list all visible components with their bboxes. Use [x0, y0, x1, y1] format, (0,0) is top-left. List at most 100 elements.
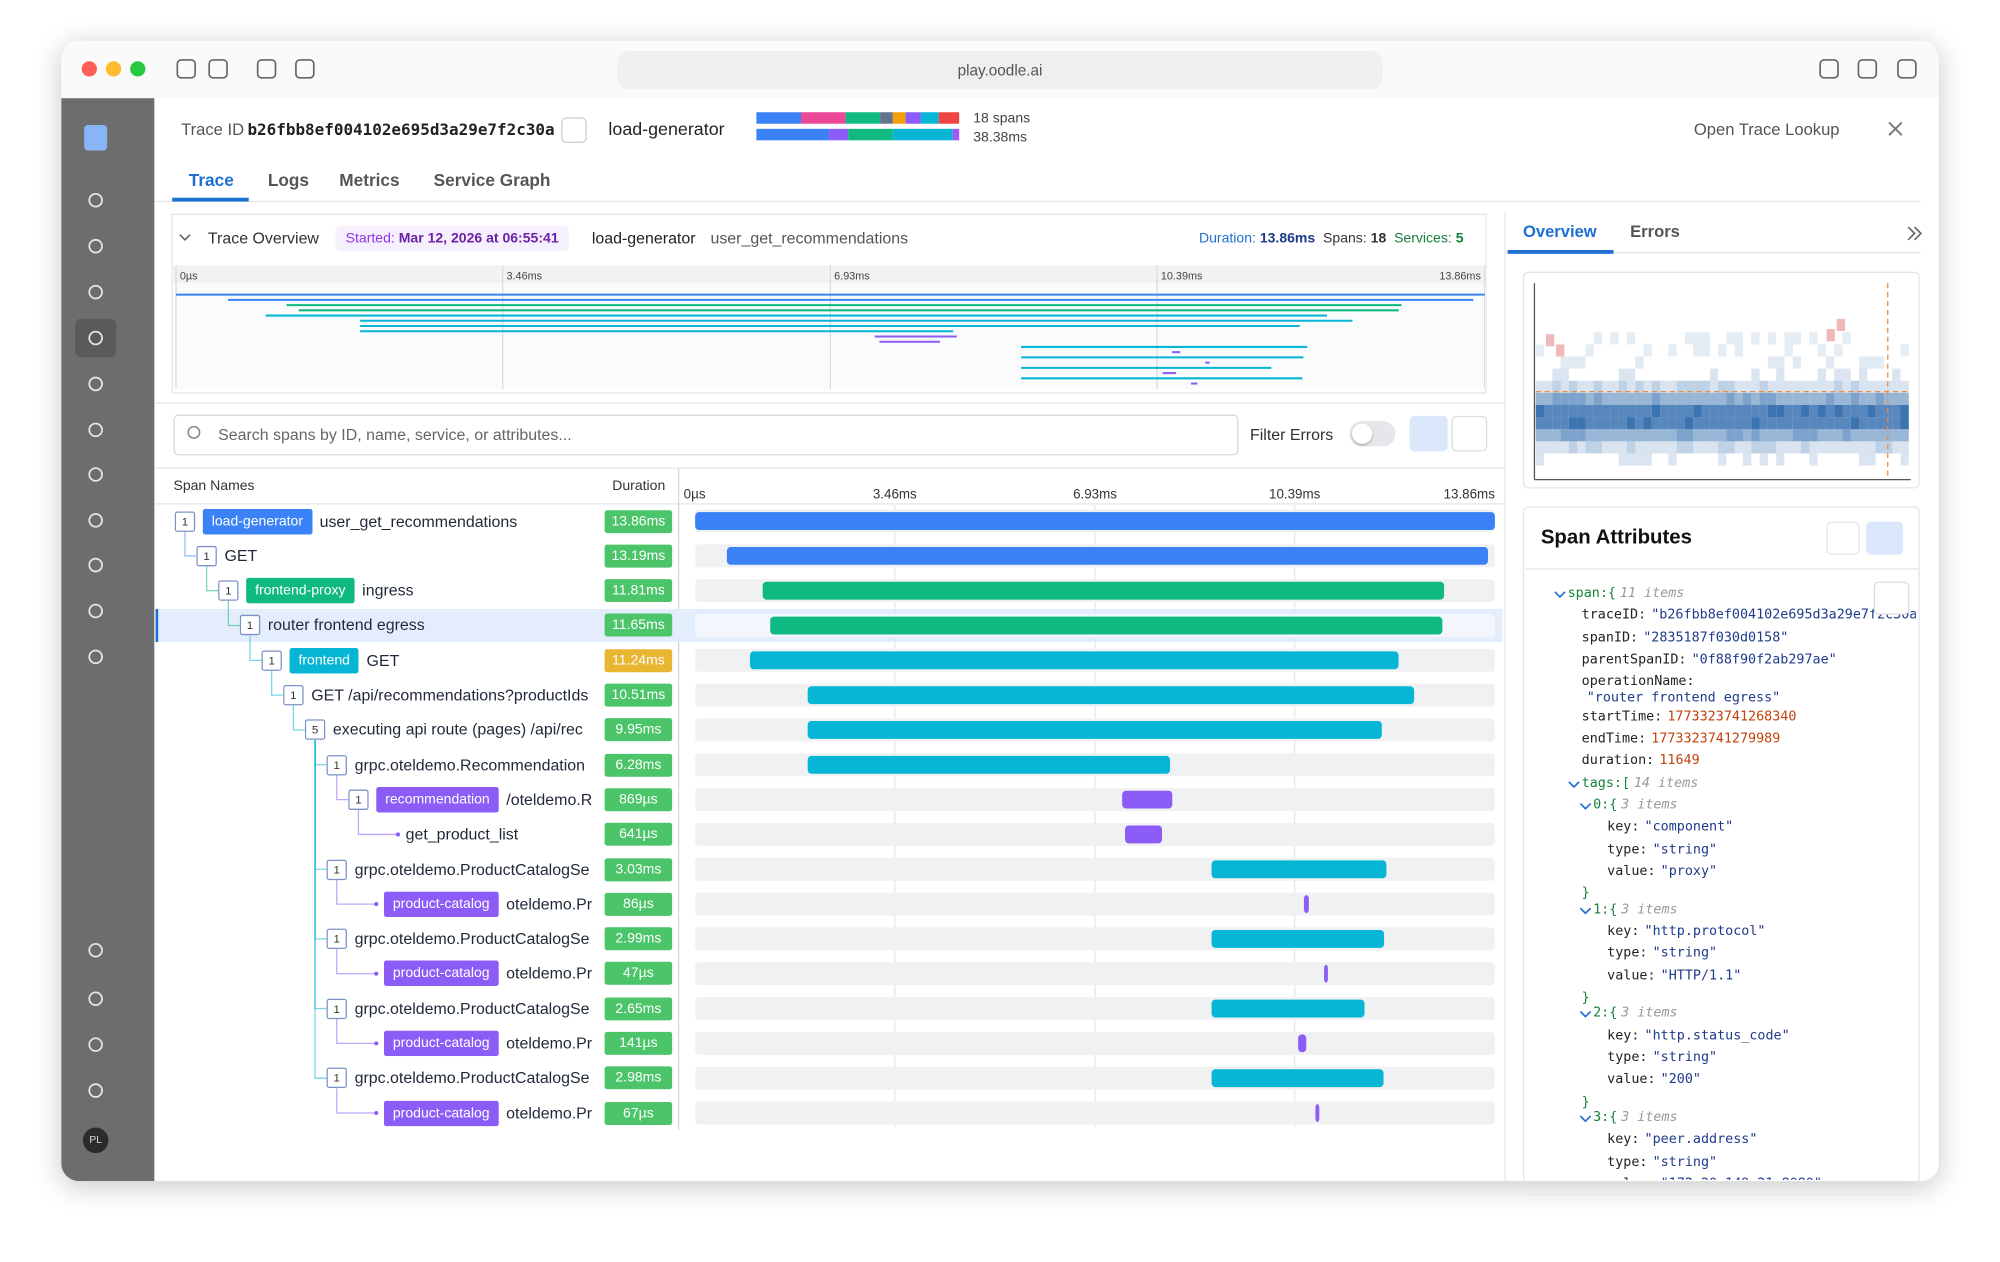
heat-cell	[1892, 441, 1901, 454]
span-row[interactable]: 1 GET	[196, 543, 600, 569]
expand-icon[interactable]	[1554, 588, 1567, 601]
tab[interactable]: Metrics	[339, 170, 400, 191]
heat-cell	[1693, 332, 1702, 345]
span-bar	[1315, 1104, 1320, 1122]
tree-connector	[357, 809, 398, 836]
heat-cell	[1577, 404, 1586, 418]
child-count: 1	[283, 684, 304, 706]
expand-icon[interactable]	[1568, 778, 1581, 791]
span-row[interactable]: 1 frontend-proxy ingress	[218, 577, 601, 604]
expand-icon[interactable]	[1579, 800, 1592, 813]
heat-cell	[1759, 417, 1768, 430]
heat-cell	[1776, 441, 1785, 454]
heat-cell	[1875, 417, 1884, 430]
heat-cell	[1842, 380, 1851, 393]
tree-text: spanID:	[1581, 629, 1639, 645]
duration-badge: 11.65ms	[604, 614, 673, 637]
tree-text: key:	[1607, 819, 1640, 835]
attr-json-button[interactable]	[1866, 521, 1904, 555]
chevron	[1579, 802, 1592, 810]
heat-cell	[1859, 441, 1868, 454]
tab[interactable]: Service Graph	[433, 170, 551, 191]
tree-line: value: "172.20.149.21:8080"	[1607, 1176, 1822, 1180]
span-row[interactable]: 1 frontend GET	[261, 647, 600, 674]
toolbar-icon	[1819, 59, 1839, 79]
span-row[interactable]: 1 grpc.oteldemo.Recommendation	[326, 752, 601, 778]
started: Mar 12, 2026 at 06:55:41	[398, 230, 559, 247]
span-row[interactable]: 1 grpc.oteldemo.ProductCatalogSe	[326, 996, 601, 1022]
tree-connector	[314, 740, 327, 1079]
open-trace-lookup[interactable]: Open Trace Lookup	[1693, 119, 1840, 140]
heat-cell	[1701, 344, 1710, 357]
json-view-button[interactable]	[1451, 415, 1488, 452]
overview-title[interactable]: Trace Overview	[207, 229, 319, 248]
heat-cell	[1892, 380, 1901, 393]
heat-cell	[1892, 417, 1901, 430]
span-row[interactable]: 1 grpc.oteldemo.ProductCatalogSe	[326, 857, 601, 883]
heat-cell	[1602, 417, 1611, 430]
sidebar-icon	[88, 649, 103, 665]
span-row[interactable]: product-catalog oteldemo.Pr	[383, 960, 601, 987]
tree-text: startTime:	[1581, 709, 1663, 725]
heat-cell	[1626, 404, 1636, 418]
table-view-button[interactable]	[1409, 415, 1448, 452]
span-row[interactable]: product-catalog oteldemo.Pr	[383, 1100, 601, 1126]
span-row[interactable]: 1 load-generator user_get_recommendations	[174, 508, 601, 534]
tree-text: 11649	[1659, 753, 1700, 769]
search-box[interactable]	[173, 414, 1239, 456]
service-stripe	[756, 128, 830, 141]
heat-cell	[1900, 441, 1909, 454]
heat-cell	[1867, 356, 1876, 369]
avatar[interactable]: PL	[82, 1127, 109, 1154]
span-row[interactable]: 1 recommendation/oteldemo.R	[348, 786, 601, 813]
tree-line: }	[1582, 885, 1590, 900]
expand-icon[interactable]	[1579, 1008, 1592, 1021]
panel-tab[interactable]: Overview	[1522, 221, 1597, 242]
attributes-tree: span:{11 items traceID: "b26fbb8ef004102e6…	[1526, 580, 1916, 1180]
heat-cell	[1693, 392, 1702, 405]
copy-button[interactable]	[561, 117, 587, 143]
heat-cell	[1684, 429, 1694, 442]
heat-cell	[1643, 453, 1652, 466]
span-row[interactable]: 1 grpc.oteldemo.ProductCatalogSe	[326, 926, 601, 952]
span-bar	[1211, 1069, 1384, 1088]
close-icon	[1888, 121, 1903, 136]
span-row[interactable]: 5 executing api route (pages) /api/rec	[304, 717, 601, 743]
attr-copy-button[interactable]	[1873, 581, 1910, 615]
span-row[interactable]: product-catalog oteldemo.Pr	[383, 891, 601, 917]
duration-label: Duration:	[1198, 230, 1256, 247]
heat-cell	[1718, 380, 1727, 393]
heat-cell	[1792, 417, 1802, 430]
heat-cell	[1726, 441, 1735, 454]
tree-text: "component"	[1644, 819, 1734, 835]
span-row[interactable]: get_product_list	[406, 822, 601, 848]
axis-label: 6.93ms	[1073, 487, 1117, 502]
heat-cell	[1850, 417, 1860, 430]
heat-cell	[1635, 417, 1644, 430]
heatmap-box	[1522, 271, 1920, 489]
tree-text: "router frontend egress"	[1586, 690, 1781, 706]
address-bar[interactable]	[617, 51, 1383, 90]
heat-cell	[1577, 380, 1586, 393]
heat-cell	[1626, 429, 1636, 442]
heat-cell	[1859, 380, 1868, 393]
span-row[interactable]: 1 grpc.oteldemo.ProductCatalogSe	[326, 1065, 601, 1091]
expand-icon[interactable]	[1579, 904, 1592, 917]
heat-cell	[1759, 392, 1768, 405]
service-tag: load-generator	[202, 508, 312, 534]
tab[interactable]: Logs	[267, 170, 309, 191]
span-row[interactable]: 1 router frontend egress	[239, 613, 601, 639]
heat-cell	[1602, 380, 1611, 393]
span-row[interactable]: product-catalog oteldemo.Pr	[383, 1030, 601, 1057]
panel-tab[interactable]: Errors	[1630, 221, 1680, 242]
heat-cell	[1618, 429, 1627, 442]
heat-cell	[1842, 392, 1851, 405]
tab[interactable]: Trace	[188, 170, 234, 191]
tree-line: duration: 11649	[1582, 753, 1700, 768]
heat-cell	[1809, 453, 1818, 466]
expand-icon[interactable]	[1579, 1112, 1592, 1125]
heat-cell	[1684, 441, 1694, 454]
attr-table-button[interactable]	[1826, 521, 1860, 555]
span-bar	[1298, 1034, 1307, 1053]
span-row[interactable]: 1 GET /api/recommendations?productIds	[283, 682, 601, 708]
